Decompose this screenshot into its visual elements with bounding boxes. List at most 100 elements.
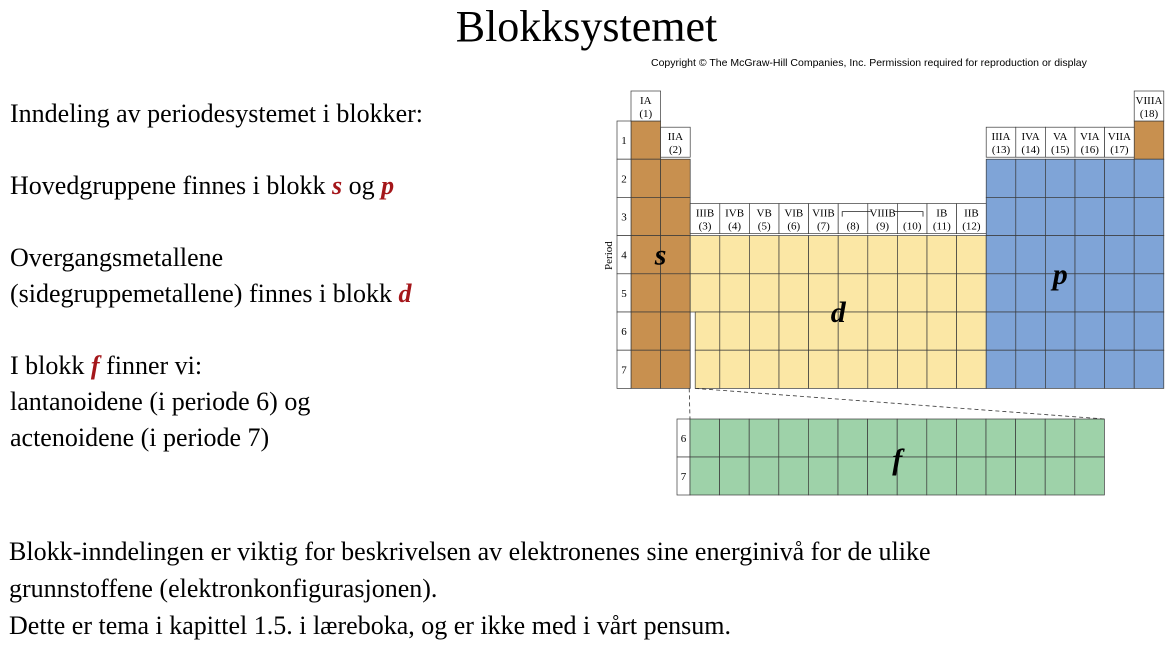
block-label-f: f (892, 443, 905, 476)
cell-s-g2-p5 (660, 273, 691, 313)
group-header-box-12 (956, 203, 987, 234)
cell-d-g12-p5 (956, 273, 987, 313)
group-header-box-10 (897, 203, 928, 234)
f-intro-line: I blokk f finner vi: (10, 348, 570, 384)
cell-f-c7-r1 (867, 418, 898, 458)
cell-p-g18-p7 (1133, 349, 1165, 389)
cell-d-g8-p4 (837, 235, 869, 275)
cell-s-g1-p3 (630, 197, 661, 236)
group-header-box-17 (1104, 126, 1135, 158)
group-header-box-16 (1074, 126, 1105, 158)
cell-d-g9-p7 (867, 349, 898, 389)
group-header-name-1: IA (640, 95, 652, 107)
cell-p-g18-p4 (1133, 235, 1165, 275)
main-groups-join: og (342, 171, 382, 200)
bottom-line-3: Dette er tema i kapittel 1.5. i læreboka… (9, 611, 732, 640)
block-label-p: p (1050, 258, 1068, 291)
group-header-number-15: (15) (1051, 144, 1070, 156)
cell-p-g17-p3 (1104, 197, 1135, 236)
cell-d-g7-p4 (808, 235, 839, 275)
group-header-box-9 (867, 203, 898, 234)
cell-d-g7-p6 (808, 311, 839, 351)
cell-d-g4-p4 (719, 235, 750, 275)
bottom-line-1: Blokk-inndelingen er viktig for beskrive… (9, 537, 931, 566)
cell-p-g15-p3 (1045, 197, 1076, 236)
group-header-box-11 (926, 203, 957, 234)
group-header-box-2 (660, 126, 691, 158)
group-header-box-6 (778, 203, 809, 234)
group-header-name-17: VIIA (1108, 131, 1131, 143)
group-header-name-16: VIA (1080, 131, 1100, 143)
group-header-number-7: (7) (817, 221, 830, 233)
transition-line-1: Overgangsmetallene (10, 243, 224, 272)
cell-s-g2-p6 (660, 311, 691, 351)
cell-d-g12-p6 (956, 311, 987, 351)
main-groups-line: Hovedgruppene finnes i blokk s og p (10, 168, 570, 204)
cell-s-g1-p7 (630, 349, 661, 389)
block-f-mention: f (90, 351, 100, 380)
cell-s-g1-p5 (630, 273, 661, 313)
cell-p-g17-p2 (1104, 158, 1135, 198)
cell-d-g8-p7 (837, 349, 869, 389)
cell-d-g6-p6 (778, 311, 809, 351)
cell-f-c1-r2 (689, 456, 720, 496)
group-header-name-12: IIB (964, 208, 979, 220)
group-header-box-18 (1133, 90, 1165, 122)
cell-d-g6-p5 (778, 273, 809, 313)
group-header-name-2: IIA (668, 131, 683, 143)
group-header-number-11: (11) (933, 221, 951, 233)
cell-f-c12-r1 (1015, 418, 1046, 458)
cell-p-g14-p5 (1015, 273, 1046, 313)
cell-d-g11-p6 (926, 311, 957, 351)
copyright-notice: Copyright © The McGraw-Hill Companies, I… (651, 57, 1087, 69)
cell-d-g7-p7 (808, 349, 839, 389)
cell-d-g3-p4 (689, 235, 721, 275)
cell-d-g11-p4 (926, 235, 957, 275)
cell-f-c14-r1 (1074, 418, 1105, 458)
bottom-text-block: Blokk-inndelingen er viktig for beskrive… (9, 533, 1169, 644)
cell-p-g17-p7 (1104, 349, 1135, 389)
group-header-name-11: IB (936, 208, 947, 220)
cell-f-c11-r2 (985, 456, 1016, 496)
cell-d-g3-p7 (694, 349, 721, 389)
cell-d-g5-p4 (749, 235, 780, 275)
group-header-name-9: VIIIB (869, 208, 895, 220)
cell-f-c13-r2 (1044, 456, 1076, 496)
intro-line: Inndeling av periodesystemet i blokker: (10, 99, 424, 128)
period-number-4: 4 (621, 250, 627, 262)
cell-d-g10-p6 (897, 311, 928, 351)
cell-d-g9-p5 (867, 273, 898, 313)
cell-f-c5-r1 (808, 418, 839, 458)
group-header-name-18: VIIIA (1136, 95, 1163, 107)
cell-f-c13-r1 (1044, 418, 1076, 458)
f-callout-right (695, 388, 1105, 420)
cell-s-g2-p7 (660, 349, 691, 389)
cell-f-c2-r1 (719, 418, 750, 458)
cell-p-g13-p3 (985, 197, 1017, 236)
periodic-table-block-diagram: 1234567PeriodIA(1)IIA(2)IIIB(3)IVB(4)VB(… (603, 90, 1165, 496)
cell-d-g9-p6 (867, 311, 898, 351)
group-header-box-14 (1015, 126, 1046, 158)
cell-d-g10-p5 (897, 273, 928, 313)
cell-f-c3-r1 (748, 418, 780, 458)
cell-f-c8-r2 (896, 456, 928, 496)
cell-p-g15-p5 (1045, 273, 1076, 313)
cell-d-g5-p6 (749, 311, 780, 351)
cell-d-g3-p5 (689, 273, 721, 313)
f-intro-prefix: I blokk (10, 351, 91, 380)
period-axis-label: Period (603, 241, 615, 270)
slide-title: Blokksystemet (455, 2, 718, 51)
cell-f-c3-r2 (748, 456, 780, 496)
group-header-name-3: IIIB (696, 208, 714, 220)
cell-p-g13-p5 (985, 273, 1017, 313)
group-header-name-7: VIIB (812, 208, 835, 220)
cell-p-g13-p4 (985, 235, 1017, 275)
cell-f-c7-r2 (867, 456, 898, 496)
f-intro-suffix: finner vi: (99, 351, 203, 380)
cell-d-g5-p7 (749, 349, 780, 389)
cell-p-g16-p2 (1074, 158, 1105, 198)
cell-p-g14-p6 (1015, 311, 1046, 351)
cell-f-c12-r2 (1015, 456, 1046, 496)
cell-f-c10-r2 (956, 456, 987, 496)
group-header-name-4: IVB (725, 208, 744, 220)
